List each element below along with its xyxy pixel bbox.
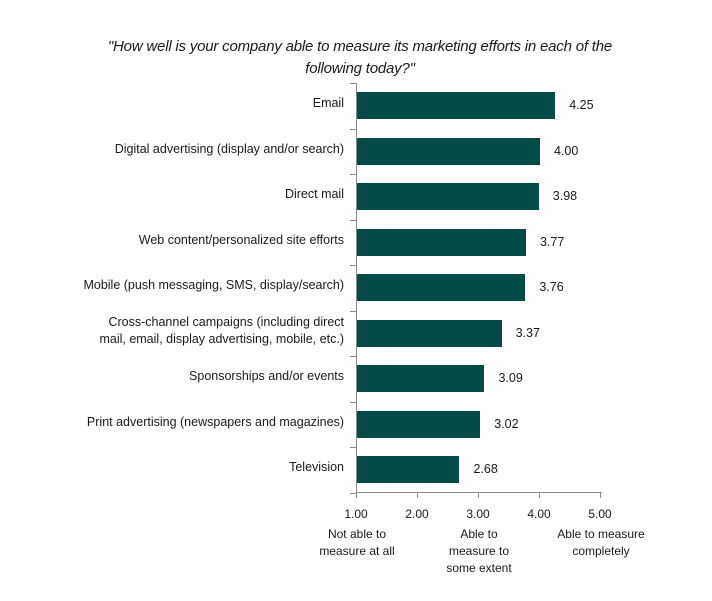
x-axis-tick xyxy=(478,492,479,498)
bar xyxy=(357,456,460,484)
category-label: Mobile (push messaging, SMS, display/sea… xyxy=(83,277,344,294)
category-label-line: Web content/personalized site efforts xyxy=(138,232,344,247)
bar xyxy=(357,183,539,211)
bar-value-label: 3.98 xyxy=(552,189,578,204)
bar xyxy=(357,365,485,393)
category-label-line: Print advertising (newspapers and magazi… xyxy=(86,414,344,429)
chart-title: "How well is your company able to measur… xyxy=(60,36,660,80)
bar xyxy=(357,92,556,120)
bar xyxy=(357,228,526,256)
y-axis-tick xyxy=(350,311,356,312)
scale-anchor-line: some extent xyxy=(446,561,512,575)
y-axis-tick xyxy=(350,220,356,221)
x-axis-tick xyxy=(600,492,601,498)
scale-anchor-line: Not able to xyxy=(327,527,387,541)
scale-anchor-label: Not able to measure at all xyxy=(302,526,412,560)
category-label: Television xyxy=(289,459,344,476)
bar-value-label: 3.02 xyxy=(494,416,519,431)
y-axis-tick xyxy=(350,265,356,266)
bar xyxy=(357,274,526,302)
category-label-line: Mobile (push messaging, SMS, display/sea… xyxy=(83,278,344,293)
category-label: Print advertising (newspapers and magazi… xyxy=(87,414,344,431)
bar-value-label: 3.09 xyxy=(498,371,523,386)
chart-title-line-2: following today?" xyxy=(305,60,415,77)
category-label-line: Television xyxy=(289,460,344,475)
y-axis-tick xyxy=(350,129,356,130)
category-label: Web content/personalized site efforts xyxy=(139,232,344,249)
x-axis-tick xyxy=(539,492,540,498)
category-label-line: Direct mail xyxy=(284,187,344,202)
scale-anchor-label: Able to measure to some extent xyxy=(424,526,534,577)
y-axis-line xyxy=(356,83,357,493)
x-axis-tick-label: 5.00 xyxy=(588,507,612,521)
x-axis-tick-label: 3.00 xyxy=(466,507,490,521)
category-label-line: Digital advertising (display and/or sear… xyxy=(114,141,344,156)
category-label-line: Cross-channel campaigns (including direc… xyxy=(108,315,344,330)
bar-value-label: 3.76 xyxy=(539,280,564,295)
x-axis-line xyxy=(356,492,602,493)
scale-anchor-label: Able to measure completely xyxy=(546,526,656,560)
bar-value-label: 3.37 xyxy=(515,325,540,340)
scale-anchor-line: Able to measure xyxy=(557,527,645,541)
y-axis-tick xyxy=(350,447,356,448)
bar-value-label: 3.77 xyxy=(539,234,565,249)
bar-value-label: 4.00 xyxy=(554,143,579,158)
y-axis-tick xyxy=(350,402,356,403)
category-label: Sponsorships and/or events xyxy=(189,368,344,385)
scale-anchor-line: Able to xyxy=(460,527,498,541)
scale-anchor-line: measure to xyxy=(448,544,510,558)
chart-title-line-1: "How well is your company able to measur… xyxy=(107,38,613,55)
category-label-line: Sponsorships and/or events xyxy=(189,369,344,384)
category-label: Cross-channel campaigns (including direc… xyxy=(99,314,344,348)
y-axis-tick xyxy=(350,356,356,357)
bar xyxy=(357,319,502,347)
category-label: Direct mail xyxy=(285,186,344,203)
category-label-line: Email xyxy=(312,96,344,111)
bar xyxy=(357,137,540,165)
category-label-line: mail, email, display advertising, mobile… xyxy=(99,332,344,347)
bar-value-label: 4.25 xyxy=(569,98,594,113)
scale-anchor-line: measure at all xyxy=(319,544,395,558)
x-axis-tick xyxy=(417,492,418,498)
bar xyxy=(357,410,481,438)
x-axis-tick xyxy=(356,492,357,498)
y-axis-tick xyxy=(350,493,356,494)
category-label: Digital advertising (display and/or sear… xyxy=(115,141,344,158)
scale-anchor-line: completely xyxy=(572,544,630,558)
category-label: Email xyxy=(313,95,344,112)
x-axis-tick-label: 1.00 xyxy=(344,507,368,521)
x-axis-tick-label: 4.00 xyxy=(527,507,551,521)
x-axis-tick-label: 2.00 xyxy=(405,507,429,521)
y-axis-tick xyxy=(350,174,356,175)
y-axis-tick xyxy=(350,83,356,84)
bar-value-label: 2.68 xyxy=(473,462,498,477)
